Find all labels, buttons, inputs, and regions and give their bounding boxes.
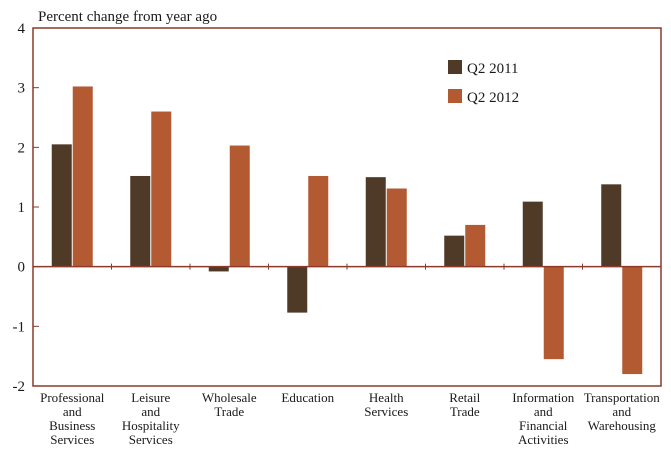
bar-q2-2012 (308, 175, 329, 267)
x-tick-label-line: Business (49, 418, 95, 433)
x-tick-label-line: Information (512, 390, 575, 405)
y-tick-label: 4 (18, 21, 26, 37)
x-tick-label-line: Hospitality (122, 418, 180, 433)
bar-q2-2012 (229, 145, 250, 267)
x-tick-label-line: Wholesale (202, 390, 257, 405)
bar-q2-2011 (522, 201, 543, 267)
bar-q2-2011 (365, 177, 386, 267)
legend: Q2 2011 Q2 2012 (448, 60, 519, 106)
x-tick-label: Health Services (364, 390, 408, 419)
x-tick-label-line: and (141, 404, 160, 419)
bar-q2-2012 (465, 224, 486, 267)
x-tick-label-line: Warehousing (588, 418, 657, 433)
bar-q2-2012 (151, 111, 172, 267)
x-tick-label-line: Services (50, 432, 94, 447)
x-tick-label-line: Professional (40, 390, 105, 405)
y-tick-label: 0 (18, 260, 26, 276)
bar-q2-2012 (622, 266, 643, 375)
x-tick-label-line: Trade (214, 404, 244, 419)
bar-q2-2011 (51, 144, 72, 267)
x-tick-label-line: Services (129, 432, 173, 447)
x-tick-label-line: Education (281, 390, 334, 405)
y-tick-label: 1 (18, 200, 26, 216)
x-tick-label: Leisure and Hospitality Services (122, 390, 180, 447)
legend-swatch (448, 60, 462, 74)
x-tick-label-line: Financial (519, 418, 568, 433)
y-tick-label: 3 (18, 81, 26, 97)
x-tick-label: Information and Financial Activities (512, 390, 575, 447)
x-tick-label: Retail Trade (449, 390, 480, 419)
x-tick-label-line: and (63, 404, 82, 419)
legend-swatch (448, 89, 462, 103)
y-tick-label: -1 (13, 319, 26, 335)
x-tick-label: Professional and Business Services (40, 390, 105, 447)
bar-q2-2012 (543, 266, 564, 360)
x-tick-label: Transportation and Warehousing (584, 390, 661, 433)
y-tick-label: 2 (18, 140, 26, 156)
bar-q2-2012 (72, 86, 93, 267)
legend-label: Q2 2012 (467, 90, 519, 106)
x-tick-label: Wholesale Trade (202, 390, 257, 419)
bar-q2-2011 (444, 235, 465, 267)
bar-q2-2011 (130, 175, 151, 267)
x-tick-label-line: Transportation (584, 390, 661, 405)
x-tick-label: Education (281, 390, 334, 405)
bar-q2-2011 (208, 266, 229, 272)
bar-q2-2011 (601, 184, 622, 267)
y-tick-label: -2 (13, 379, 26, 395)
x-tick-label-line: Health (369, 390, 404, 405)
x-tick-label-line: Leisure (131, 390, 170, 405)
x-tick-label-line: and (612, 404, 631, 419)
x-tick-label-line: Activities (518, 432, 569, 447)
bar-q2-2011 (287, 266, 308, 313)
legend-label: Q2 2011 (467, 61, 519, 77)
x-tick-label-line: Services (364, 404, 408, 419)
y-axis-label: Percent change from year ago (38, 9, 217, 25)
x-tick-label-line: and (534, 404, 553, 419)
x-tick-label-line: Trade (450, 404, 480, 419)
bar-q2-2012 (386, 188, 407, 267)
plot-frame (32, 27, 662, 387)
x-tick-label-line: Retail (449, 390, 480, 405)
